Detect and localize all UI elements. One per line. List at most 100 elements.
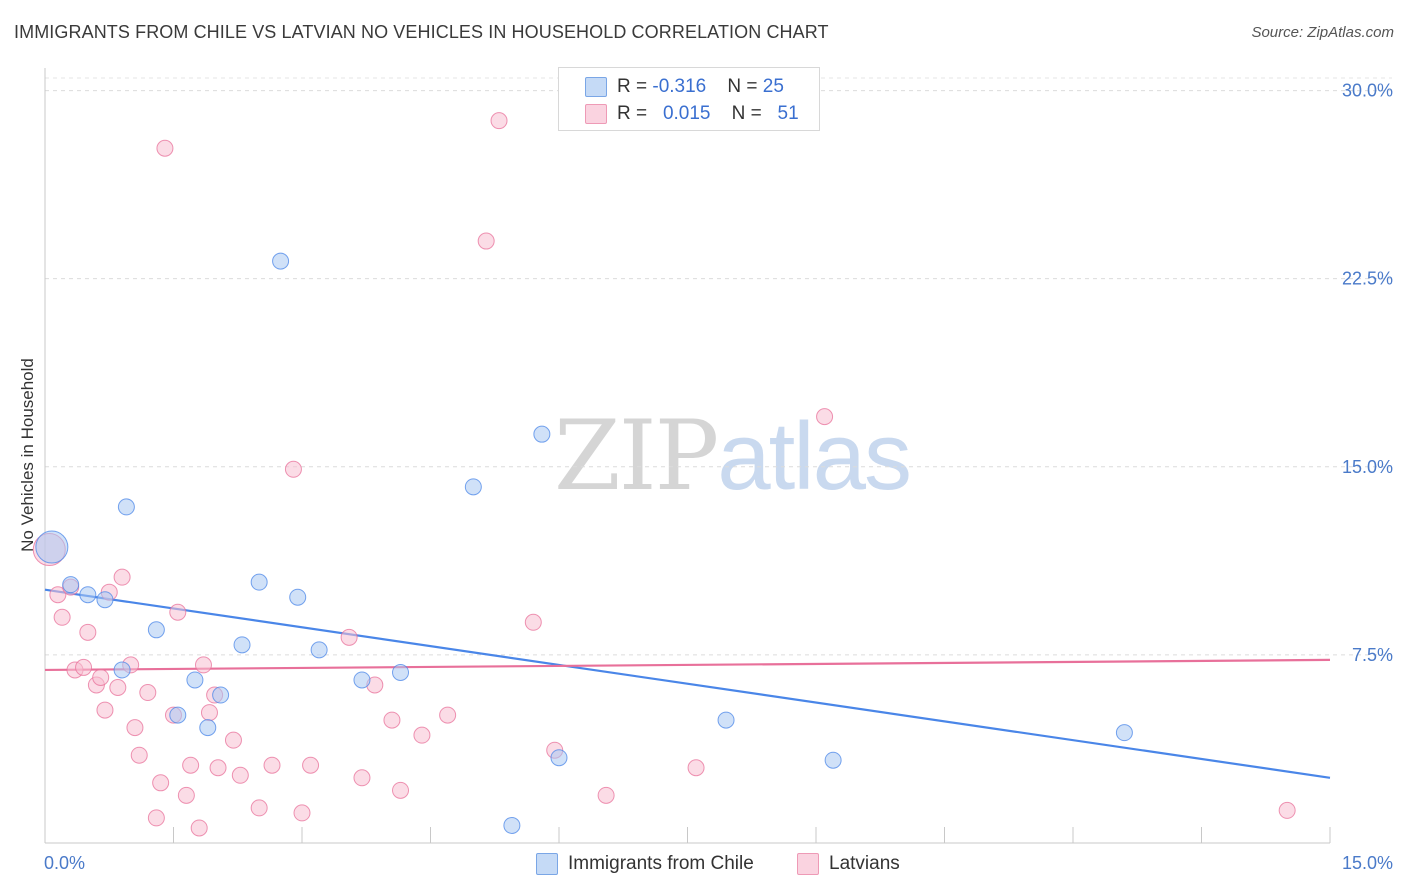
legend-stats-chile: R = -0.316 N = 25 bbox=[617, 76, 784, 98]
legend-swatch-chile bbox=[585, 77, 607, 97]
data-point bbox=[117, 498, 135, 516]
data-point bbox=[147, 621, 165, 639]
data-point bbox=[550, 749, 568, 767]
data-point bbox=[113, 661, 131, 679]
y-tick-label: 15.0% bbox=[1342, 457, 1393, 477]
data-point bbox=[200, 704, 218, 722]
data-point bbox=[147, 809, 165, 827]
data-point bbox=[439, 706, 457, 724]
r-label: R = bbox=[617, 103, 653, 124]
trend-line bbox=[44, 658, 1331, 672]
data-point bbox=[177, 786, 195, 804]
data-point bbox=[152, 774, 170, 792]
data-point bbox=[35, 530, 69, 564]
data-point bbox=[302, 756, 320, 774]
tick-labels: 7.5% 15.0% 22.5% 30.0% 0.0% 15.0% bbox=[44, 81, 1393, 873]
data-point bbox=[524, 613, 542, 631]
data-point bbox=[96, 591, 114, 609]
data-point bbox=[272, 252, 290, 270]
source-label: Source: ZipAtlas.com bbox=[1251, 24, 1394, 41]
watermark: ZIPatlas bbox=[554, 400, 912, 512]
n-label: N = bbox=[731, 103, 767, 124]
grid-lines bbox=[45, 77, 1392, 656]
trend-lines bbox=[44, 588, 1331, 779]
data-point bbox=[383, 711, 401, 729]
data-point bbox=[194, 656, 212, 674]
trend-line bbox=[44, 588, 1331, 779]
x-tick-label: 0.0% bbox=[44, 853, 85, 873]
data-point bbox=[109, 678, 127, 696]
data-point bbox=[293, 804, 311, 822]
n-value: 51 bbox=[777, 103, 799, 124]
data-point bbox=[824, 751, 842, 769]
r-value: 0.015 bbox=[662, 103, 711, 124]
data-point bbox=[533, 425, 551, 443]
data-point bbox=[75, 658, 93, 676]
data-point bbox=[490, 112, 508, 130]
data-point bbox=[250, 573, 268, 591]
data-point bbox=[413, 726, 431, 744]
data-point bbox=[310, 641, 328, 659]
correlation-legend: R = -0.316 N = 25 R = 0.015 N = 51 bbox=[558, 67, 820, 131]
legend-stats-latvians: R = 0.015 N = 51 bbox=[617, 103, 799, 125]
data-point bbox=[92, 668, 110, 686]
axes bbox=[44, 68, 1331, 844]
data-point bbox=[392, 781, 410, 799]
bottom-legend-label-latvians: Latvians bbox=[829, 853, 900, 874]
r-label: R = bbox=[617, 76, 653, 97]
data-point bbox=[231, 766, 249, 784]
data-point bbox=[289, 588, 307, 606]
data-points bbox=[32, 112, 1296, 837]
data-point bbox=[156, 139, 174, 157]
data-point bbox=[209, 759, 227, 777]
n-value: 25 bbox=[762, 76, 784, 97]
data-point bbox=[687, 759, 705, 777]
data-point bbox=[199, 719, 217, 737]
data-point bbox=[263, 756, 281, 774]
data-point bbox=[503, 816, 521, 834]
data-point bbox=[284, 460, 302, 478]
watermark-zip: ZIP bbox=[554, 400, 719, 512]
data-point bbox=[597, 786, 615, 804]
x-tick-label: 15.0% bbox=[1342, 853, 1393, 873]
data-point bbox=[113, 568, 131, 586]
y-tick-label: 22.5% bbox=[1342, 269, 1393, 289]
n-label: N = bbox=[727, 76, 763, 97]
data-point bbox=[182, 756, 200, 774]
data-point bbox=[717, 711, 735, 729]
data-point bbox=[169, 706, 187, 724]
data-point bbox=[1278, 801, 1296, 819]
data-point bbox=[250, 799, 268, 817]
r-value: -0.316 bbox=[652, 76, 707, 97]
data-point bbox=[340, 628, 358, 646]
data-point bbox=[353, 769, 371, 787]
bottom-legend-label-chile: Immigrants from Chile bbox=[568, 853, 754, 874]
data-point bbox=[477, 232, 495, 250]
data-point bbox=[126, 719, 144, 737]
data-point bbox=[53, 608, 71, 626]
data-point bbox=[816, 408, 834, 426]
data-point bbox=[186, 671, 204, 689]
data-point bbox=[1115, 724, 1133, 742]
data-point bbox=[139, 684, 157, 702]
data-point bbox=[96, 701, 114, 719]
data-point bbox=[79, 623, 97, 641]
legend-swatch-latvians bbox=[585, 104, 607, 124]
data-point bbox=[49, 586, 67, 604]
bottom-legend-swatch-chile bbox=[536, 853, 558, 875]
chart-title: IMMIGRANTS FROM CHILE VS LATVIAN NO VEHI… bbox=[14, 22, 829, 42]
bottom-legend-swatch-latvians bbox=[797, 853, 819, 875]
watermark-atlas: atlas bbox=[717, 403, 912, 510]
data-point bbox=[392, 663, 410, 681]
data-point bbox=[224, 731, 242, 749]
y-tick-label: 7.5% bbox=[1352, 645, 1393, 665]
data-point bbox=[130, 746, 148, 764]
data-point bbox=[353, 671, 371, 689]
data-point bbox=[212, 686, 230, 704]
data-point bbox=[464, 478, 482, 496]
y-tick-label: 30.0% bbox=[1342, 81, 1393, 101]
data-point bbox=[190, 819, 208, 837]
data-point bbox=[233, 636, 251, 654]
data-point bbox=[169, 603, 187, 621]
